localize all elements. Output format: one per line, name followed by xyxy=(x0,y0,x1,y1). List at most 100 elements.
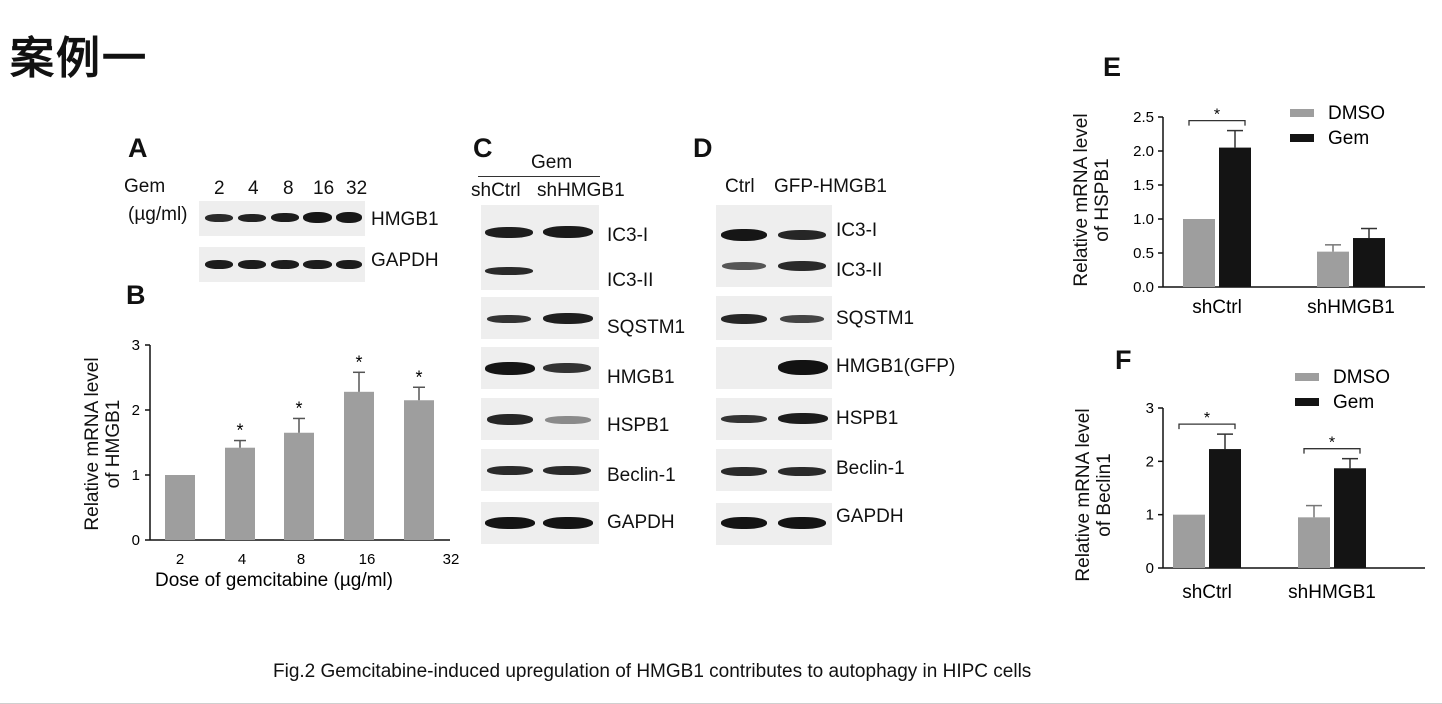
y-tick-label: 2 xyxy=(132,402,140,419)
blot-band xyxy=(721,415,767,423)
blot-band xyxy=(778,517,826,529)
significance-bracket xyxy=(1188,119,1246,126)
legend-label: DMSO xyxy=(1333,367,1390,388)
blot-band xyxy=(487,414,533,425)
panel-a-dose-tick: 16 xyxy=(313,178,335,199)
y-tick-label: 0 xyxy=(132,532,140,549)
panel-d-row-label: HMGB1(GFP) xyxy=(836,356,956,377)
panel-c-blot-ic3 xyxy=(481,205,599,290)
y-tick-label: 1.5 xyxy=(1133,177,1154,194)
blot-band xyxy=(485,362,535,375)
panel-a-dose-unit: (µg/ml) xyxy=(128,204,188,225)
panel-d-letter: D xyxy=(693,133,713,163)
blot-band xyxy=(543,466,591,475)
panel-c-blot-beclin1 xyxy=(481,449,599,491)
bar xyxy=(1209,449,1241,568)
panel-c-group-line xyxy=(478,176,600,177)
panel-b-letter: B xyxy=(126,280,146,310)
y-tick-label: 3 xyxy=(132,337,140,354)
y-tick-label: 1.0 xyxy=(1133,211,1154,228)
x-tick-label: shHMGB1 xyxy=(1288,582,1376,603)
chart-e: 0.0 0.5 1.0 1.5 2.0 2.5 shCtrl shHMGB1 * DMSO Gem R… xyxy=(1071,103,1425,318)
panel-c-row-label: HMGB1 xyxy=(607,367,675,388)
panel-c-blot-gapdh xyxy=(481,502,599,544)
panel-d-blot-hmgb1-gfp xyxy=(716,347,832,389)
blot-band xyxy=(205,214,233,222)
blot-band xyxy=(205,260,233,269)
y-tick-label: 3 xyxy=(1146,400,1154,417)
y-tick-label: 2.5 xyxy=(1133,109,1154,126)
bar xyxy=(1173,514,1205,568)
panel-a-blot-gapdh xyxy=(199,247,365,282)
blot-band xyxy=(721,229,767,241)
x-tick-label: 4 xyxy=(238,551,246,568)
blot-band xyxy=(543,363,591,373)
panel-d-row-label: HSPB1 xyxy=(836,408,899,429)
blot-band xyxy=(722,262,766,270)
bar xyxy=(225,447,255,540)
blot-band xyxy=(336,260,362,269)
significance-bracket xyxy=(1303,448,1361,454)
panel-e-letter: E xyxy=(1103,52,1122,82)
significance-star: * xyxy=(1204,410,1210,427)
panel-d-blot-sqstm1 xyxy=(716,296,832,340)
x-tick-label: shCtrl xyxy=(1182,582,1232,603)
blot-band xyxy=(543,313,593,324)
panel-a-dose-tick: 8 xyxy=(283,178,294,199)
legend-label: Gem xyxy=(1333,392,1374,413)
bar xyxy=(165,475,195,540)
panel-d-blot-gapdh xyxy=(716,503,832,545)
panel-d-row-label: GAPDH xyxy=(836,506,904,527)
figure-caption: Fig.2 Gemcitabine-induced upregulation o… xyxy=(273,661,1032,682)
x-tick-label: 16 xyxy=(359,551,376,568)
blot-band xyxy=(545,416,591,424)
significance-star: * xyxy=(355,352,362,372)
panel-c-row-label: HSPB1 xyxy=(607,415,670,436)
panel-d-blot-ic3 xyxy=(716,205,832,287)
blot-band xyxy=(485,227,533,238)
panel-c-blot-sqstm1 xyxy=(481,297,599,339)
blot-band xyxy=(336,212,362,223)
x-tick-label: 8 xyxy=(297,551,305,568)
blot-band xyxy=(303,212,332,223)
panel-c-row-label: GAPDH xyxy=(607,512,675,533)
panel-d-row-label: IC3-I xyxy=(836,220,878,241)
y-tick-label: 2.0 xyxy=(1133,143,1154,160)
y-tick-label: 1 xyxy=(132,467,140,484)
x-axis-label: Dose of gemcitabine (µg/ml) xyxy=(155,570,393,591)
panel-c-lane-label: shCtrl xyxy=(471,180,521,201)
blot-band xyxy=(780,315,824,323)
significance-star: * xyxy=(1329,435,1335,452)
panel-c-row-label: SQSTM1 xyxy=(607,317,686,338)
panel-d-lane-label: Ctrl xyxy=(725,176,755,197)
blot-band xyxy=(721,314,767,324)
panel-a-row-label: HMGB1 xyxy=(371,209,439,230)
panel-d-row-label: Beclin-1 xyxy=(836,458,905,479)
panel-d-lane-label: GFP-HMGB1 xyxy=(774,176,887,197)
panel-c-letter: C xyxy=(473,133,493,163)
panel-a-blot-hmgb1 xyxy=(199,201,365,236)
panel-a-dose-tick: 2 xyxy=(214,178,225,199)
blot-band xyxy=(543,226,593,238)
panel-a-row-label: GAPDH xyxy=(371,250,439,271)
significance-star: * xyxy=(1214,107,1220,124)
blot-band xyxy=(778,413,828,424)
significance-star: * xyxy=(415,367,422,387)
blot-band xyxy=(543,517,593,529)
legend-label: Gem xyxy=(1328,128,1369,149)
y-tick-label: 0.5 xyxy=(1133,245,1154,262)
significance-star: * xyxy=(295,398,302,418)
bar xyxy=(1353,238,1385,287)
panel-f-letter: F xyxy=(1115,345,1132,375)
blot-band xyxy=(778,467,826,476)
y-tick-label: 2 xyxy=(1146,453,1154,470)
panel-c-group-label: Gem xyxy=(531,152,573,173)
panel-c-lane-label: shHMGB1 xyxy=(537,180,625,201)
bar xyxy=(1334,468,1366,568)
bar xyxy=(404,400,434,540)
y-axis-label: Relative mRNA levelof HSPB1 xyxy=(1071,113,1113,286)
panel-a-dose-tick: 32 xyxy=(346,178,368,199)
blot-band xyxy=(271,213,299,222)
y-tick-label: 1 xyxy=(1146,507,1154,524)
